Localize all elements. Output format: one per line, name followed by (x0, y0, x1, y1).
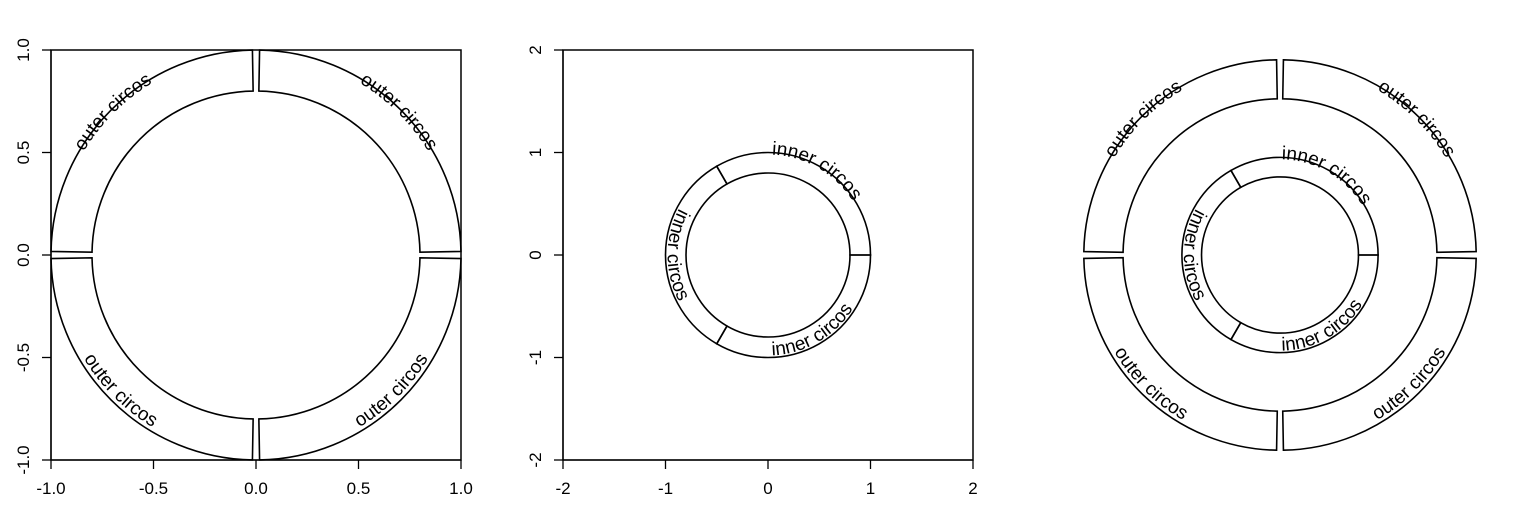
sector-label: outer circos (357, 69, 442, 154)
sector-label: inner circos (772, 139, 867, 205)
circos-panel-right: outer circos outer circos outer circos oute… (1083, 58, 1477, 452)
sector-label: inner circos (1281, 143, 1375, 208)
circos-sector (1229, 156, 1379, 256)
sector-label: outer circos (1110, 343, 1192, 424)
circos-sector (1281, 256, 1477, 452)
circos-track: inner circos inner circos inner circos (662, 139, 872, 360)
circos-track: inner circos inner circos inner circos (1179, 143, 1379, 356)
y-tick-label: 1.0 (14, 38, 33, 62)
x-tick-label: 1.0 (449, 479, 473, 498)
sector-label: outer circos (79, 350, 161, 432)
circos-panel-left: -1.0 -0.5 0.0 0.5 1.0 -1.0 -0.5 0.0 0.5 1.0 outer … (14, 38, 473, 498)
circos-track: outer circos outer circos outer circos oute… (1083, 58, 1477, 452)
y-tick-label: 1 (526, 148, 545, 157)
x-tick-label: 2 (968, 479, 977, 498)
x-tick-label: -1 (658, 479, 673, 498)
circos-sector (1229, 254, 1379, 354)
sector-label: outer circos (351, 350, 433, 432)
circos-sector (258, 49, 462, 253)
sector-label: outer circos (1100, 76, 1185, 161)
x-tick-label: 0 (763, 479, 772, 498)
sector-label: inner circos (662, 206, 693, 304)
x-tick-label: 0.5 (347, 479, 371, 498)
plot-frame (562, 49, 974, 461)
circos-sector (1083, 58, 1279, 254)
circos-sector (1281, 58, 1477, 254)
sector-label: inner circos (1281, 295, 1367, 355)
y-tick-label: -1.0 (14, 445, 33, 474)
sector-label: inner circos (771, 299, 857, 360)
y-tick-label: -0.5 (14, 343, 33, 372)
circos-sector (1083, 256, 1279, 452)
sector-label: outer circos (70, 69, 155, 154)
circos-track: outer circos outer circos outer circos oute… (50, 49, 462, 461)
y-tick-label: 0.5 (14, 141, 33, 165)
y-tick-label: 0 (526, 250, 545, 259)
sector-label: outer circos (1369, 343, 1451, 424)
circos-sector (258, 257, 462, 461)
x-tick-label: -2 (555, 479, 570, 498)
y-tick-label: -2 (526, 452, 545, 467)
x-tick-label: 0.0 (244, 479, 268, 498)
y-tick-label: 2 (526, 45, 545, 54)
circos-sector (50, 257, 254, 461)
circos-sector (715, 254, 872, 359)
sector-label: outer circos (1374, 76, 1459, 161)
x-tick-label: -0.5 (139, 479, 168, 498)
sector-label: inner circos (1179, 206, 1211, 304)
y-tick-label: -1 (526, 350, 545, 365)
x-tick-label: 1 (866, 479, 875, 498)
circos-sector (715, 151, 872, 256)
circos-sector (50, 49, 254, 253)
x-tick-label: -1.0 (36, 479, 65, 498)
y-tick-label: 0.0 (14, 243, 33, 267)
